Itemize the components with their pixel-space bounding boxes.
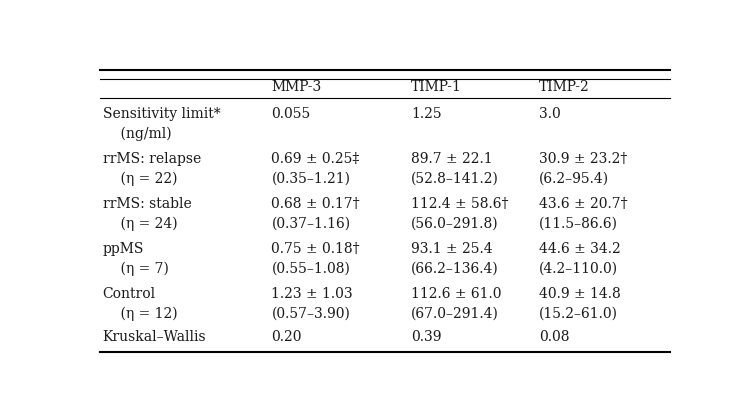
Text: 112.4 ± 58.6†: 112.4 ± 58.6†	[411, 197, 508, 211]
Text: (0.35–1.21): (0.35–1.21)	[271, 172, 351, 186]
Text: ppMS: ppMS	[103, 242, 144, 256]
Text: (η = 12): (η = 12)	[103, 306, 177, 321]
Text: 112.6 ± 61.0: 112.6 ± 61.0	[411, 286, 502, 300]
Text: (η = 24): (η = 24)	[103, 217, 177, 231]
Text: 43.6 ± 20.7†: 43.6 ± 20.7†	[539, 197, 628, 211]
Text: (4.2–110.0): (4.2–110.0)	[539, 261, 618, 275]
Text: (56.0–291.8): (56.0–291.8)	[411, 217, 499, 231]
Text: MMP-3: MMP-3	[271, 80, 321, 94]
Text: Control: Control	[103, 286, 155, 300]
Text: (66.2–136.4): (66.2–136.4)	[411, 261, 499, 275]
Text: 3.0: 3.0	[539, 107, 561, 121]
Text: (11.5–86.6): (11.5–86.6)	[539, 217, 618, 231]
Text: 40.9 ± 14.8: 40.9 ± 14.8	[539, 286, 621, 300]
Text: 0.75 ± 0.18†: 0.75 ± 0.18†	[271, 242, 360, 256]
Text: (15.2–61.0): (15.2–61.0)	[539, 306, 618, 321]
Text: 0.68 ± 0.17†: 0.68 ± 0.17†	[271, 197, 360, 211]
Text: (6.2–95.4): (6.2–95.4)	[539, 172, 609, 186]
Text: 0.69 ± 0.25‡: 0.69 ± 0.25‡	[271, 152, 360, 166]
Text: (0.37–1.16): (0.37–1.16)	[271, 217, 351, 231]
Text: 44.6 ± 34.2: 44.6 ± 34.2	[539, 242, 621, 256]
Text: 0.055: 0.055	[271, 107, 311, 121]
Text: 0.20: 0.20	[271, 330, 302, 344]
Text: 1.25: 1.25	[411, 107, 442, 121]
Text: 89.7 ± 22.1: 89.7 ± 22.1	[411, 152, 493, 166]
Text: 93.1 ± 25.4: 93.1 ± 25.4	[411, 242, 493, 256]
Text: (η = 7): (η = 7)	[103, 261, 168, 276]
Text: (67.0–291.4): (67.0–291.4)	[411, 306, 499, 321]
Text: 30.9 ± 23.2†: 30.9 ± 23.2†	[539, 152, 628, 166]
Text: 0.08: 0.08	[539, 330, 569, 344]
Text: (52.8–141.2): (52.8–141.2)	[411, 172, 499, 186]
Text: Sensitivity limit*: Sensitivity limit*	[103, 107, 220, 121]
Text: rrMS: stable: rrMS: stable	[103, 197, 192, 211]
Text: 1.23 ± 1.03: 1.23 ± 1.03	[271, 286, 353, 300]
Text: TIMP-2: TIMP-2	[539, 80, 590, 94]
Text: TIMP-1: TIMP-1	[411, 80, 462, 94]
Text: rrMS: relapse: rrMS: relapse	[103, 152, 201, 166]
Text: Kruskal–Wallis: Kruskal–Wallis	[103, 330, 207, 344]
Text: 0.39: 0.39	[411, 330, 442, 344]
Text: (ng/ml): (ng/ml)	[103, 127, 171, 141]
Text: (η = 22): (η = 22)	[103, 171, 177, 186]
Text: (0.55–1.08): (0.55–1.08)	[271, 261, 350, 275]
Text: (0.57–3.90): (0.57–3.90)	[271, 306, 350, 321]
